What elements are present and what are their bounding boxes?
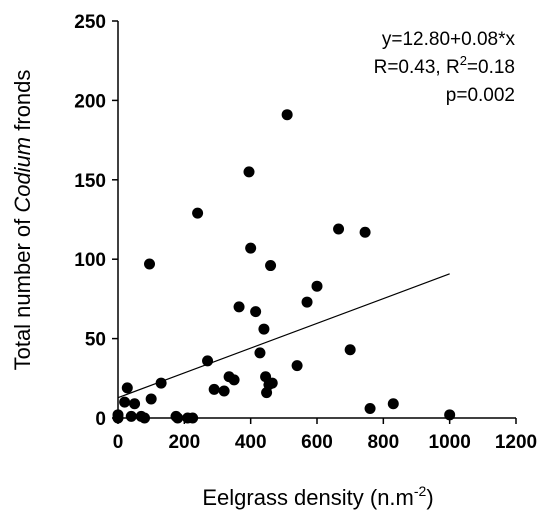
x-tick-label: 400 — [235, 432, 267, 453]
data-point — [364, 402, 376, 414]
y-tick-label: 100 — [74, 250, 106, 271]
y-tick-label: 0 — [95, 409, 106, 430]
data-point — [218, 385, 230, 397]
data-point — [144, 258, 156, 270]
regression-equation: y=12.80+0.08*x — [382, 29, 516, 50]
data-point — [344, 344, 356, 356]
x-tick-label: 0 — [113, 432, 124, 453]
data-point — [192, 207, 204, 219]
y-tick-label: 50 — [85, 330, 106, 351]
data-point — [359, 226, 371, 238]
data-point — [243, 166, 255, 178]
data-point — [311, 280, 323, 292]
y-axis-title-italic: Codium — [10, 137, 35, 213]
regression-p-value: p=0.002 — [446, 85, 515, 106]
data-point — [301, 296, 313, 308]
x-tick-label: 1000 — [429, 432, 471, 453]
data-point — [208, 383, 220, 395]
x-tick-label: 200 — [168, 432, 200, 453]
r-value-text: R=0.43, R — [374, 57, 460, 78]
x-tick-label: 600 — [301, 432, 333, 453]
data-point — [265, 260, 277, 272]
data-point — [129, 398, 141, 410]
y-tick-label: 150 — [74, 171, 106, 192]
data-point — [125, 410, 137, 422]
x-tick-label: 1200 — [495, 432, 537, 453]
data-point — [254, 347, 266, 359]
r-squared-superscript: 2 — [460, 53, 467, 68]
data-point — [155, 377, 167, 389]
data-point — [172, 412, 184, 424]
regression-line — [117, 273, 450, 399]
r-squared-value: =0.18 — [467, 57, 515, 78]
data-point — [266, 377, 278, 389]
y-tick-label: 250 — [74, 12, 106, 33]
y-axis-title-pre: Total number of — [10, 213, 35, 371]
data-point — [121, 382, 133, 394]
x-axis-title-text: Eelgrass density (n.m — [202, 485, 414, 510]
data-point — [387, 398, 399, 410]
x-tick-label: 800 — [367, 432, 399, 453]
data-point — [187, 412, 199, 424]
data-point — [112, 412, 124, 424]
data-point — [258, 323, 270, 335]
data-point — [139, 412, 151, 424]
data-point — [291, 360, 303, 372]
data-point — [202, 355, 214, 367]
data-point — [250, 306, 262, 318]
plot-area: 0 50 100 150 200 250 0 200 400 600 800 1000 1200 — [74, 12, 537, 453]
data-point — [119, 396, 131, 408]
data-point — [233, 301, 245, 313]
y-axis-title: Total number of Codium fronds — [10, 70, 35, 371]
x-axis-title-superscript: -2 — [414, 483, 427, 499]
x-axis-title: Eelgrass density (n.m-2) — [202, 483, 433, 510]
data-point — [444, 409, 456, 421]
data-point — [228, 374, 240, 386]
x-axis-title-close: ) — [426, 485, 433, 510]
data-point — [245, 242, 257, 254]
data-point — [281, 109, 293, 121]
regression-r-values: R=0.43, R2=0.18 — [374, 53, 515, 78]
data-point — [145, 393, 157, 405]
y-tick-label: 200 — [74, 91, 106, 112]
data-point — [333, 223, 345, 235]
y-axis-title-post: fronds — [10, 70, 35, 137]
